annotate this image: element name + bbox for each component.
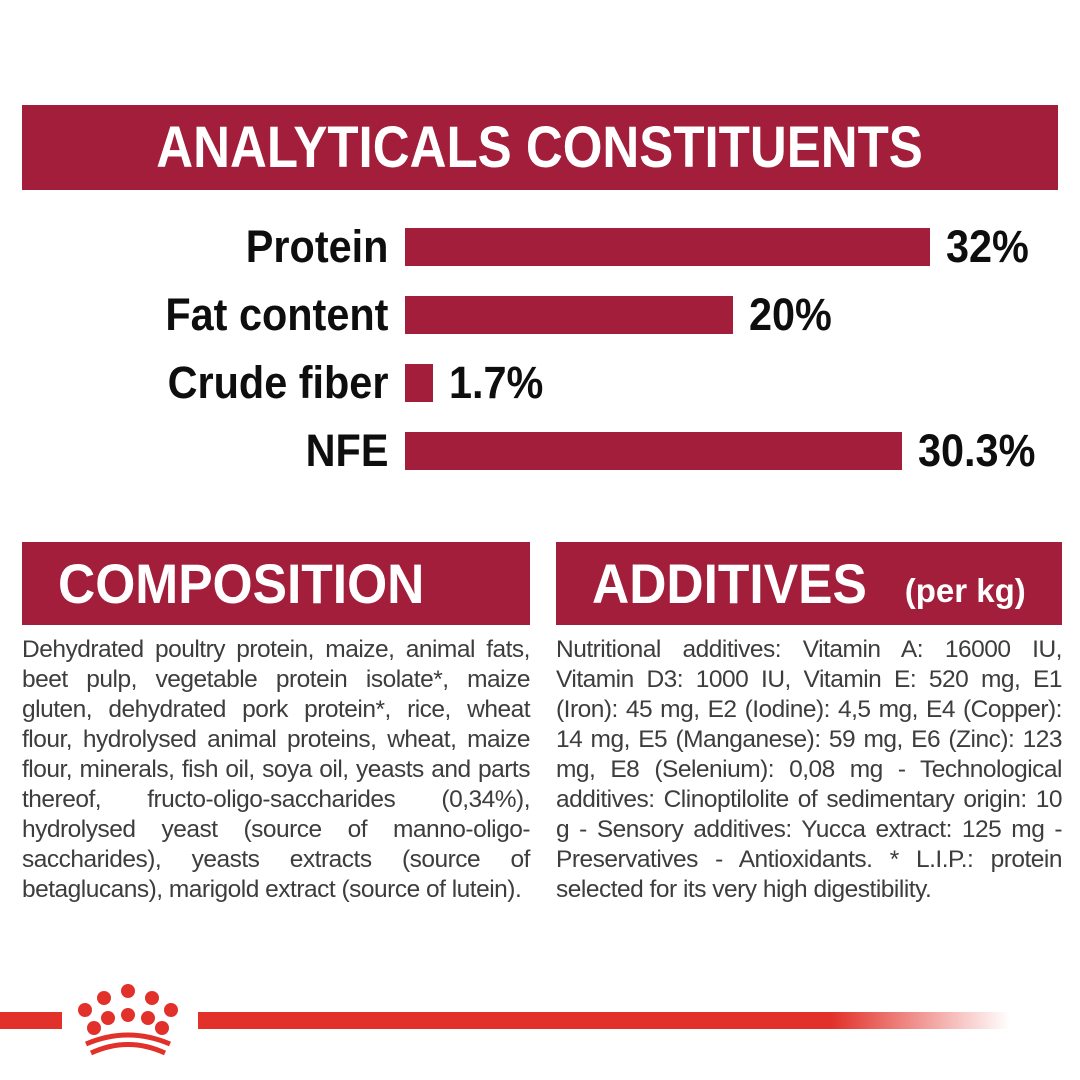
chart-value-label: 30.3% <box>918 425 1036 476</box>
chart-row: Crude fiber 1.7% <box>22 357 1062 408</box>
additives-header-band: ADDITIVES (per kg) <box>556 542 1062 625</box>
analytical-constituents-chart: Protein 32% Fat content 20% Crude fiber 1.7% N… <box>22 221 1062 476</box>
crown-base-arcs <box>85 1032 171 1056</box>
chart-value-label: 1.7% <box>449 357 544 408</box>
additives-section: ADDITIVES (per kg) Nutritional additives… <box>556 542 1063 905</box>
chart-category-label: Protein <box>245 221 389 272</box>
additives-title: ADDITIVES <box>592 551 867 615</box>
brand-stripe-left <box>0 1012 62 1029</box>
chart-row: Fat content 20% <box>22 289 1062 340</box>
composition-section: COMPOSITION Dehydrated poultry protein, … <box>22 542 531 905</box>
chart-bar <box>405 364 433 402</box>
chart-bar <box>405 296 733 334</box>
brand-stripe-right <box>198 1012 1010 1029</box>
composition-header-band: COMPOSITION <box>22 542 530 625</box>
header-band: ANALYTICALS CONSTITUENTS <box>22 105 1058 190</box>
chart-row: Protein 32% <box>22 221 1062 272</box>
crown-dots <box>78 984 178 1035</box>
composition-body-text: Dehydrated poultry protein, maize, anima… <box>22 636 531 903</box>
chart-bar <box>405 432 902 470</box>
chart-bar <box>405 228 930 266</box>
page-title: ANALYTICALS CONSTITUENTS <box>156 114 924 180</box>
composition-title: COMPOSITION <box>58 551 425 615</box>
chart-row: NFE 30.3% <box>22 425 1062 476</box>
chart-value-label: 32% <box>946 221 1029 272</box>
crown-logo-icon <box>78 984 178 1056</box>
chart-category-label: Fat content <box>165 289 389 340</box>
chart-value-label: 20% <box>749 289 832 340</box>
chart-category-label: NFE <box>305 425 389 476</box>
additives-body-text: Nutritional additives: Vitamin A: 16000 … <box>556 636 1063 903</box>
additives-title-suffix: (per kg) <box>904 572 1026 609</box>
chart-category-label: Crude fiber <box>167 357 389 408</box>
